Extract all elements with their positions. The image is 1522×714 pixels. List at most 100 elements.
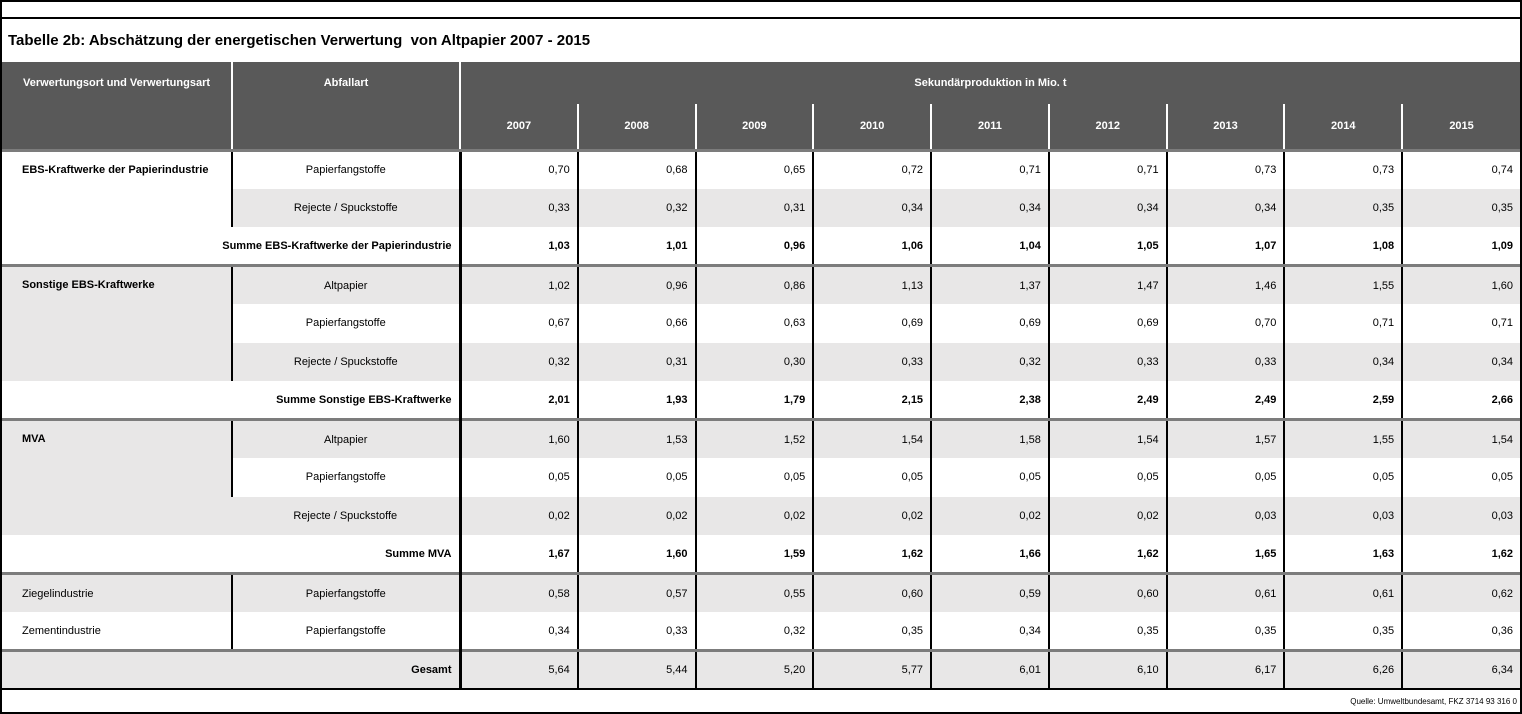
- value-cell: 0,03: [1401, 496, 1520, 535]
- value-cell: 0,35: [1283, 612, 1403, 651]
- value-cell: 0,68: [576, 148, 696, 189]
- value-cell: 1,66: [930, 535, 1049, 574]
- value-cell: 0,57: [576, 572, 696, 612]
- value-cell: 2,49: [1047, 381, 1167, 420]
- value-cell: 0,96: [694, 227, 814, 266]
- summe-label-mva: Summe MVA: [2, 535, 460, 574]
- abfallart-cell: Papierfangstoffe: [232, 148, 460, 189]
- table-row: Papierfangstoffe 0,67 0,66 0,63 0,69 0,69 0,69…: [2, 304, 1520, 343]
- value-cell: 0,33: [1165, 342, 1285, 381]
- value-cell: 0,02: [930, 496, 1049, 535]
- group-label-zementindustrie: Zementindustrie: [2, 612, 233, 651]
- abfallart-cell: Altpapier: [232, 418, 460, 458]
- value-cell: 0,33: [1047, 342, 1167, 381]
- value-cell: 6,17: [1165, 649, 1285, 690]
- table-header: Verwertungsort und Verwertungsart Abfalla…: [2, 62, 1520, 150]
- value-cell: 0,74: [1401, 148, 1520, 189]
- value-cell: 0,05: [1283, 458, 1403, 497]
- value-cell: 0,33: [576, 612, 696, 651]
- value-cell: 0,69: [930, 304, 1049, 343]
- value-cell: 0,05: [694, 458, 814, 497]
- value-cell: 1,63: [1283, 535, 1403, 574]
- header-row-2: 2007 2008 2009 2010 2011 2012 2013 2014 2015: [2, 104, 1520, 150]
- year-header-2014: 2014: [1283, 104, 1403, 150]
- value-cell: 1,59: [694, 535, 814, 574]
- summe-row: Summe EBS-Kraftwerke der Papierindustrie…: [2, 227, 1520, 266]
- value-cell: 0,34: [930, 188, 1049, 227]
- value-cell: 0,05: [576, 458, 696, 497]
- value-cell: 6,26: [1283, 649, 1403, 690]
- value-cell: 0,05: [812, 458, 932, 497]
- abfallart-cell: Papierfangstoffe: [232, 612, 460, 651]
- value-cell: 1,02: [458, 264, 578, 304]
- year-header-2013: 2013: [1165, 104, 1285, 150]
- value-cell: 2,38: [930, 381, 1049, 420]
- value-cell: 0,72: [812, 148, 932, 189]
- table-row: MVA Altpapier 1,60 1,53 1,52 1,54 1,58 1,54 1,57…: [2, 418, 1520, 497]
- value-cell: 0,58: [458, 572, 578, 612]
- value-cell: 0,32: [576, 188, 696, 227]
- value-cell: 0,96: [576, 264, 696, 304]
- summe-row: Summe Sonstige EBS-Kraftwerke 2,01 1,93 1,7…: [2, 381, 1520, 420]
- year-header-2015: 2015: [1401, 104, 1520, 150]
- table-row: Sonstige EBS-Kraftwerke Altpapier 1,02 0,96…: [2, 264, 1520, 381]
- value-cell: 1,54: [1047, 418, 1167, 458]
- value-cell: 0,32: [694, 612, 814, 651]
- abfallart-cell: Altpapier: [232, 264, 460, 304]
- value-cell: 1,37: [930, 264, 1049, 304]
- abfallart-cell: Papierfangstoffe: [232, 572, 460, 612]
- value-cell: 5,44: [576, 649, 696, 690]
- value-cell: 0,69: [1047, 304, 1167, 343]
- footer-bar: Quelle: Umweltbundesamt, FKZ 3714 93 316…: [2, 690, 1520, 712]
- page-title: Tabelle 2b: Abschätzung der energetische…: [8, 32, 591, 49]
- value-cell: 0,03: [1283, 496, 1403, 535]
- value-cell: 0,34: [1283, 342, 1403, 381]
- value-cell: 1,79: [694, 381, 814, 420]
- value-cell: 0,62: [1401, 572, 1520, 612]
- year-header-2011: 2011: [930, 104, 1049, 150]
- value-cell: 1,58: [930, 418, 1049, 458]
- value-cell: 0,63: [694, 304, 814, 343]
- value-cell: 0,02: [1047, 496, 1167, 535]
- value-cell: 0,86: [694, 264, 814, 304]
- value-cell: 0,02: [694, 496, 814, 535]
- col-header-abfallart: Abfallart: [231, 62, 460, 150]
- value-cell: 0,35: [812, 612, 932, 651]
- abfallart-cell: Rejecte / Spuckstoffe: [232, 496, 460, 535]
- year-header-2010: 2010: [812, 104, 932, 150]
- value-cell: 0,73: [1283, 148, 1403, 189]
- value-cell: 0,71: [930, 148, 1049, 189]
- value-cell: 0,02: [812, 496, 932, 535]
- value-cell: 0,61: [1165, 572, 1285, 612]
- group-label-spacer: [2, 496, 232, 535]
- value-cell: 0,55: [694, 572, 814, 612]
- value-cell: 1,03: [458, 227, 578, 266]
- value-cell: 2,66: [1401, 381, 1520, 420]
- value-cell: 1,47: [1047, 264, 1167, 304]
- value-cell: 1,93: [576, 381, 696, 420]
- value-cell: 0,69: [812, 304, 932, 343]
- value-cell: 0,34: [1047, 188, 1167, 227]
- value-cell: 1,05: [1047, 227, 1167, 266]
- value-cell: 0,02: [576, 496, 696, 535]
- value-cell: 5,77: [812, 649, 932, 690]
- value-cell: 1,67: [458, 535, 578, 574]
- group-label-ebs-kraftwerke-der-papierindustrie: EBS-Kraftwerke der Papierindustrie: [2, 148, 233, 227]
- group-label-ziegelindustrie: Ziegelindustrie: [2, 572, 233, 612]
- value-cell: 1,01: [576, 227, 696, 266]
- value-cell: 0,32: [458, 342, 578, 381]
- value-cell: 0,05: [1401, 458, 1520, 497]
- value-cell: 0,34: [458, 612, 578, 651]
- value-cell: 0,32: [930, 342, 1049, 381]
- value-cell: 1,62: [812, 535, 932, 574]
- value-cell: 0,35: [1165, 612, 1285, 651]
- value-cell: 0,65: [694, 148, 814, 189]
- value-cell: 0,05: [1165, 458, 1285, 497]
- value-cell: 1,62: [1047, 535, 1167, 574]
- value-cell: 0,73: [1165, 148, 1285, 189]
- group-label-mva: MVA: [2, 418, 233, 497]
- value-cell: 0,34: [812, 188, 932, 227]
- year-header-2009: 2009: [694, 104, 814, 150]
- abfallart-cell: Rejecte / Spuckstoffe: [232, 188, 460, 227]
- table-row: Rejecte / Spuckstoffe 0,32 0,31 0,30 0,33 0,3…: [2, 342, 1520, 381]
